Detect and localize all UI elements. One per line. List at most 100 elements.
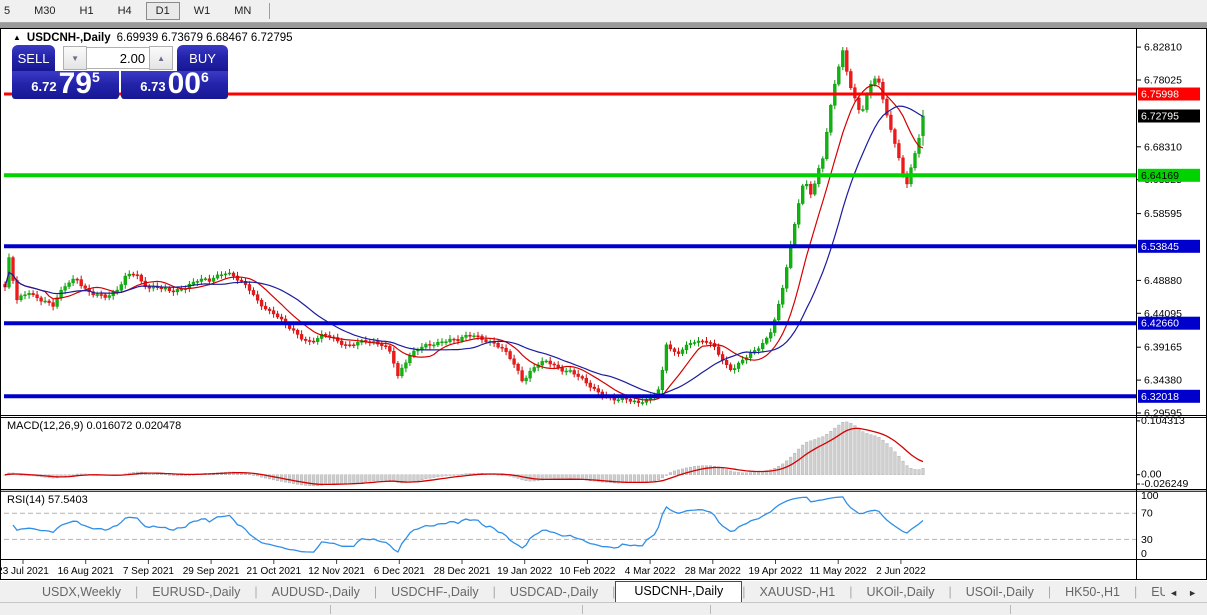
tab-ukoil-daily[interactable]: UKOil-,Daily [866,585,935,599]
chart-tab-bar: USDX,Weekly | EURUSD-,Daily | AUDUSD-,Daily |… [0,581,1207,602]
window-edge [0,23,1207,28]
tab-usdcad-daily[interactable]: USDCAD-,Daily [509,585,599,599]
svg-text:6.34380: 6.34380 [1144,375,1182,387]
sell-price-pips: 79 [58,67,92,100]
svg-text:30: 30 [1141,534,1153,546]
svg-text:19 Jan 2022: 19 Jan 2022 [497,566,552,577]
sell-button[interactable]: SELL [12,45,56,71]
timeframe-toolbar: 5 M30 H1 H4 D1 W1 MN [0,0,1207,23]
tabs-scroll-right-icon[interactable]: ► [1188,588,1197,598]
symbol-period-label: USDCNH-,Daily [26,32,111,44]
buy-price-prefix: 6.73 [140,79,166,94]
svg-text:70: 70 [1141,508,1153,520]
buy-price-point: 6 [200,69,209,85]
tab-separator: | [373,585,378,599]
volume-input[interactable] [87,47,150,69]
status-divider [1010,605,1011,614]
chart-title: ▲ USDCNH-,Daily 6.69939 6.73679 6.68467 … [13,32,293,44]
svg-text:0.104313: 0.104313 [1141,415,1185,427]
svg-text:6.78025: 6.78025 [1144,75,1182,87]
volume-increase-button[interactable]: ▲ [149,46,174,70]
time-axis[interactable]: 23 Jul 2021 16 Aug 2021 7 Sep 2021 29 Sep 2… [0,560,926,577]
svg-text:10 Feb 2022: 10 Feb 2022 [559,566,616,577]
svg-text:6.48880: 6.48880 [1144,275,1182,287]
svg-text:6.72795: 6.72795 [1141,111,1179,123]
svg-text:6.39165: 6.39165 [1144,342,1182,354]
svg-text:6 Dec 2021: 6 Dec 2021 [374,566,426,577]
svg-text:-0.026249: -0.026249 [1141,478,1188,490]
tab-usdcnh-daily[interactable]: USDCNH-,Daily [615,581,743,602]
status-divider [710,605,711,614]
chart-canvas[interactable]: 6.828106.780256.683106.635256.585956.488… [0,28,1207,580]
buy-price-display[interactable]: 6.73 00 6 [121,69,228,99]
svg-text:6.42660: 6.42660 [1141,318,1179,330]
tab-audusd-daily[interactable]: AUDUSD-,Daily [271,585,360,599]
sell-price-prefix: 6.72 [31,79,57,94]
svg-text:4 Mar 2022: 4 Mar 2022 [625,566,676,577]
rsi-label: RSI(14) 57.5403 [7,494,88,506]
tab-separator: | [492,585,496,599]
svg-text:6.75998: 6.75998 [1141,89,1179,101]
svg-text:29 Sep 2021: 29 Sep 2021 [183,566,240,577]
svg-text:28 Dec 2021: 28 Dec 2021 [434,566,491,577]
tabs-scroll-left-icon[interactable]: ◄ [1169,588,1179,598]
tab-usoil-daily[interactable]: USOil-,Daily [965,585,1034,599]
tab-separator: | [1133,585,1138,599]
status-divider [330,605,331,614]
timeframe-h1[interactable]: H1 [79,5,94,17]
svg-text:12 Nov 2021: 12 Nov 2021 [308,566,365,577]
svg-text:6.82810: 6.82810 [1144,42,1182,54]
svg-text:6.64169: 6.64169 [1141,170,1179,182]
status-strip [0,602,1207,615]
tab-separator: | [742,585,746,599]
tab-hk50-h1[interactable]: HK50-,H1 [1065,585,1120,599]
tab-separator: | [134,585,139,599]
svg-text:16 Aug 2021: 16 Aug 2021 [58,566,115,577]
svg-text:6.68310: 6.68310 [1144,141,1182,153]
panel-borders [0,28,1207,580]
chart-tabs: USDX,Weekly | EURUSD-,Daily | AUDUSD-,Daily |… [0,581,1165,602]
volume-decrease-button[interactable]: ▼ [63,46,88,70]
volume-spinner: ▼ ▲ [63,46,174,70]
macd-panel[interactable] [3,421,925,487]
timeframe-5[interactable]: 5 [4,5,11,17]
main-chart-panel[interactable] [3,47,1136,407]
timeframe-h4[interactable]: H4 [117,5,132,17]
tab-usdchf-daily[interactable]: USDCHF-,Daily [391,585,479,599]
svg-text:28 Mar 2022: 28 Mar 2022 [685,566,742,577]
macd-label: MACD(12,26,9) 0.016072 0.020478 [7,420,182,432]
collapse-icon[interactable]: ▲ [13,33,21,42]
tab-usdx-weekly[interactable]: USDX,Weekly [42,585,121,599]
tab-xauusd-h1[interactable]: XAUUSD-,H1 [759,585,836,599]
sell-price-display[interactable]: 6.72 79 5 [12,67,119,100]
svg-text:2 Jun 2022: 2 Jun 2022 [876,566,926,577]
chart-window: 6.828106.780256.683106.635256.585956.488… [0,28,1207,580]
tab-eurusd-daily[interactable]: EURUSD-,Daily [152,585,241,599]
timeframe-d1[interactable]: D1 [145,2,180,20]
ohlc-values: 6.69939 6.73679 6.68467 6.72795 [116,32,293,44]
svg-text:6.53845: 6.53845 [1141,241,1179,253]
timeframe-m30[interactable]: M30 [34,5,56,17]
svg-text:21 Oct 2021: 21 Oct 2021 [247,566,302,577]
timeframe-mn[interactable]: MN [234,5,252,17]
svg-text:100: 100 [1141,490,1159,502]
svg-text:11 May 2022: 11 May 2022 [810,566,868,577]
status-divider [582,605,583,614]
tab-eurchf-h1[interactable]: EURCHF-,H1 [1151,585,1166,599]
tab-separator: | [1047,585,1052,599]
rsi-panel[interactable] [4,496,1136,553]
sell-price-point: 5 [91,69,100,85]
svg-text:7 Sep 2021: 7 Sep 2021 [123,566,175,577]
toolbar-separator [269,3,271,19]
svg-text:6.29595: 6.29595 [1144,408,1182,420]
svg-text:0.00: 0.00 [1141,469,1162,481]
timeframe-w1[interactable]: W1 [193,5,211,17]
price-axis[interactable]: 6.828106.780256.683106.635256.585956.488… [1136,42,1200,560]
tab-separator: | [849,585,853,599]
buy-button[interactable]: BUY [177,45,228,71]
svg-text:23 Jul 2021: 23 Jul 2021 [0,566,49,577]
tab-separator: | [948,585,952,599]
svg-text:0: 0 [1141,548,1147,560]
svg-text:6.58595: 6.58595 [1144,208,1182,220]
